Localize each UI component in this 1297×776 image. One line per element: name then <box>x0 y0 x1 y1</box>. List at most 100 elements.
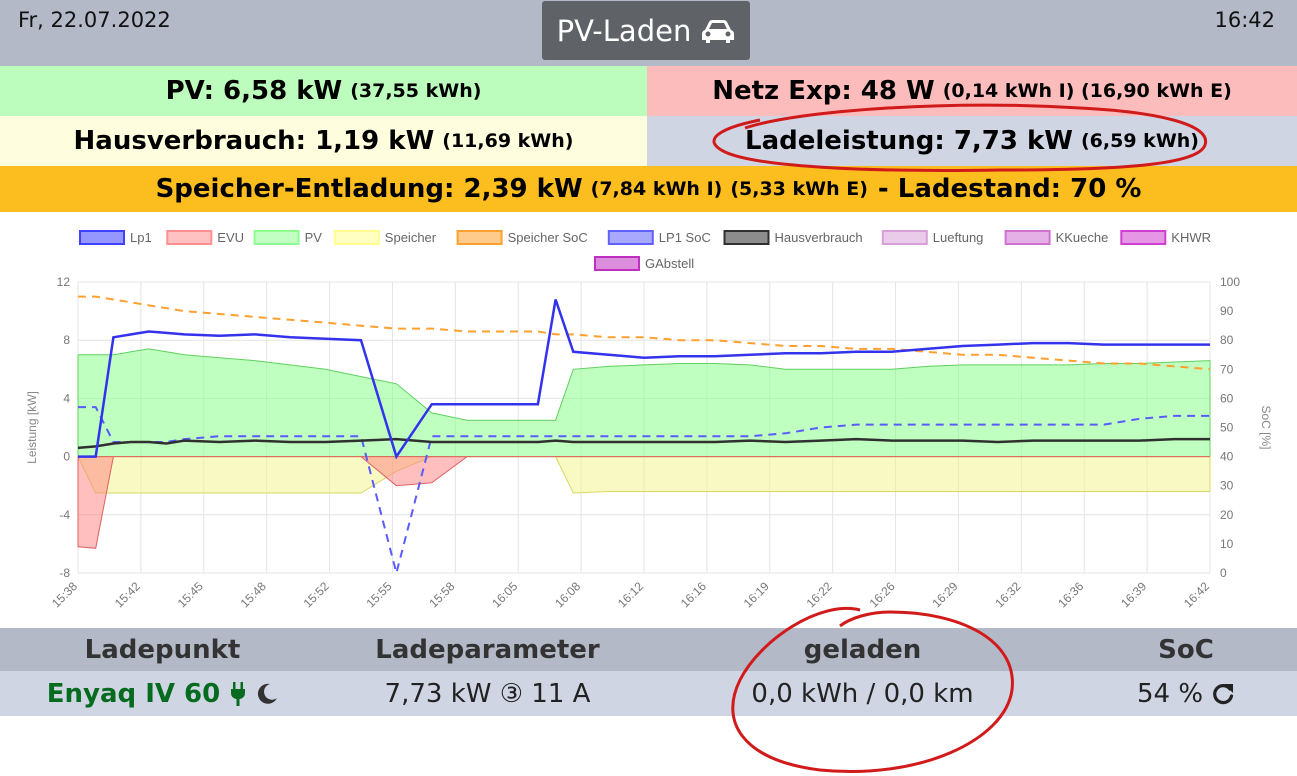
y-tick-label: -4 <box>59 508 70 522</box>
legend-label: GAbstell <box>645 256 694 271</box>
geladen-cell: 0,0 kWh / 0,0 km <box>751 678 974 709</box>
pv-energy: (37,55 kWh) <box>350 80 482 102</box>
x-tick-label: 15:38 <box>49 579 80 610</box>
legend-label: KHWR <box>1171 230 1211 245</box>
x-tick-label: 16:05 <box>489 579 520 610</box>
legend-label: PV <box>305 230 323 245</box>
x-tick-label: 16:36 <box>1055 579 1086 610</box>
legend-swatch <box>166 230 213 245</box>
charge-table-row[interactable]: Enyaq IV 60 7,73 kW ③ 11 A 0,0 kWh / 0,0… <box>0 671 1297 716</box>
legend-swatch <box>607 230 654 245</box>
charge-table-header: Ladepunkt Ladeparameter geladen SoC <box>0 628 1297 671</box>
y-tick-label: 0 <box>63 450 70 464</box>
top-bar: Fr, 22.07.2022 PV-Laden 16:42 <box>0 0 1297 66</box>
title-label: PV-Laden <box>556 13 692 48</box>
y2-tick-label: 20 <box>1220 508 1234 522</box>
legend-swatch <box>1004 230 1051 245</box>
chart-svg: Lp1 EVU PV Speicher Speicher SoC LP1 SoC Hausv… <box>25 230 1273 610</box>
legend-label: KKueche <box>1056 230 1109 245</box>
haus-energy: (11,69 kWh) <box>442 130 574 152</box>
legend-swatch <box>594 256 640 271</box>
speicher-import: (7,84 kWh I) <box>590 178 723 200</box>
car-icon <box>702 19 735 43</box>
header-geladen: geladen <box>803 634 922 665</box>
pv-laden-button[interactable]: PV-Laden <box>542 1 750 60</box>
y-tick-label: 8 <box>63 333 70 347</box>
series-lp1-soc <box>78 406 1210 577</box>
y-axis-label: Leistung [kW] <box>25 391 39 464</box>
chart-legend: Lp1 EVU PV Speicher Speicher SoC LP1 SoC Hausv… <box>79 230 1211 271</box>
legend-swatch <box>333 230 380 245</box>
vehicle-name[interactable]: Enyaq IV 60 <box>46 678 221 709</box>
series-speicher-soc <box>78 295 1211 371</box>
haus-value: Hausverbrauch: 1,19 kW <box>73 126 435 156</box>
legend-swatch <box>79 230 125 245</box>
x-tick-label: 15:45 <box>175 579 206 610</box>
netz-value: Netz Exp: 48 W <box>712 76 935 106</box>
x-tick-label: 16:22 <box>804 579 835 610</box>
x-tick-label: 16:08 <box>552 579 583 610</box>
series-lp1 <box>78 299 1210 460</box>
chart-areas <box>77 348 1211 549</box>
netz-energy: (0,14 kWh I) (16,90 kWh E) <box>942 80 1232 102</box>
x-tick-label: 16:26 <box>867 579 898 610</box>
legend-swatch <box>456 230 503 245</box>
y-tick-label: 12 <box>57 275 71 289</box>
pv-value: PV: 6,58 kW <box>165 76 343 106</box>
legend-swatch <box>723 230 770 245</box>
legend-swatch <box>881 230 928 245</box>
chart-lines <box>77 295 1211 577</box>
x-tick-label: 16:39 <box>1118 579 1149 610</box>
speicher-export: (5,33 kWh E) <box>730 178 868 200</box>
y2-tick-label: 80 <box>1220 333 1234 347</box>
legend-label: Lueftung <box>933 230 984 245</box>
y2-tick-label: 70 <box>1220 362 1234 376</box>
refresh-icon[interactable] <box>1211 682 1235 706</box>
y2-tick-label: 100 <box>1220 275 1240 289</box>
legend-label: LP1 SoC <box>659 230 711 245</box>
x-tick-label: 15:55 <box>363 579 394 610</box>
legend-swatch <box>1120 230 1167 245</box>
y-tick-label: -8 <box>59 566 70 580</box>
x-tick-label: 15:58 <box>426 579 457 610</box>
y2-tick-label: 40 <box>1220 450 1234 464</box>
ladeparameter-cell: 7,73 kW ③ 11 A <box>384 678 591 709</box>
ladepunkt-cell[interactable]: Enyaq IV 60 <box>0 671 325 716</box>
y2-tick-label: 90 <box>1220 304 1234 318</box>
x-tick-label: 16:42 <box>1181 579 1212 610</box>
power-chart: Lp1 EVU PV Speicher Speicher SoC LP1 SoC Hausv… <box>0 218 1297 626</box>
header-ladepunkt: Ladepunkt <box>84 634 241 665</box>
x-tick-label: 15:42 <box>112 579 143 610</box>
hausverbrauch-status: Hausverbrauch: 1,19 kW (11,69 kWh) <box>0 116 647 166</box>
y2-tick-label: 10 <box>1220 537 1234 551</box>
series-evu <box>77 456 1210 549</box>
x-tick-label: 15:48 <box>238 579 269 610</box>
y2-tick-label: 50 <box>1220 421 1234 435</box>
legend-label: Speicher SoC <box>508 230 588 245</box>
plug-icon <box>231 681 246 706</box>
y2-tick-label: 60 <box>1220 391 1234 405</box>
speicher-status: Speicher-Entladung: 2,39 kW (7,84 kWh I) (… <box>0 166 1297 212</box>
netz-status: Netz Exp: 48 W (0,14 kWh I) (16,90 kWh E) <box>647 66 1297 116</box>
soc-cell[interactable]: 54 % <box>1075 671 1297 716</box>
x-tick-label: 16:16 <box>678 579 709 610</box>
header-soc: SoC <box>1158 634 1214 665</box>
series-pv <box>77 348 1211 458</box>
series-hausverbrauch <box>77 437 1210 450</box>
x-tick-label: 16:19 <box>741 579 772 610</box>
x-tick-label: 16:12 <box>615 579 646 610</box>
pv-status: PV: 6,58 kW (37,55 kWh) <box>0 66 647 116</box>
y2-tick-label: 0 <box>1220 566 1227 580</box>
time-label: 16:42 <box>1214 8 1275 32</box>
header-ladeparameter: Ladeparameter <box>375 634 600 665</box>
moon-icon <box>258 683 278 704</box>
series-speicher <box>77 456 1211 494</box>
y2-axis-label: SoC [%] <box>1259 405 1273 449</box>
lade-value: Ladeleistung: 7,73 kW <box>745 126 1073 156</box>
soc-value: 54 % <box>1136 678 1204 709</box>
speicher-value: Speicher-Entladung: 2,39 kW <box>155 174 583 204</box>
legend-label: Lp1 <box>130 230 152 245</box>
lade-energy: (6,59 kWh) <box>1081 130 1199 152</box>
y-tick-label: 4 <box>63 391 70 405</box>
ladeleistung-status: Ladeleistung: 7,73 kW (6,59 kWh) <box>647 116 1297 166</box>
